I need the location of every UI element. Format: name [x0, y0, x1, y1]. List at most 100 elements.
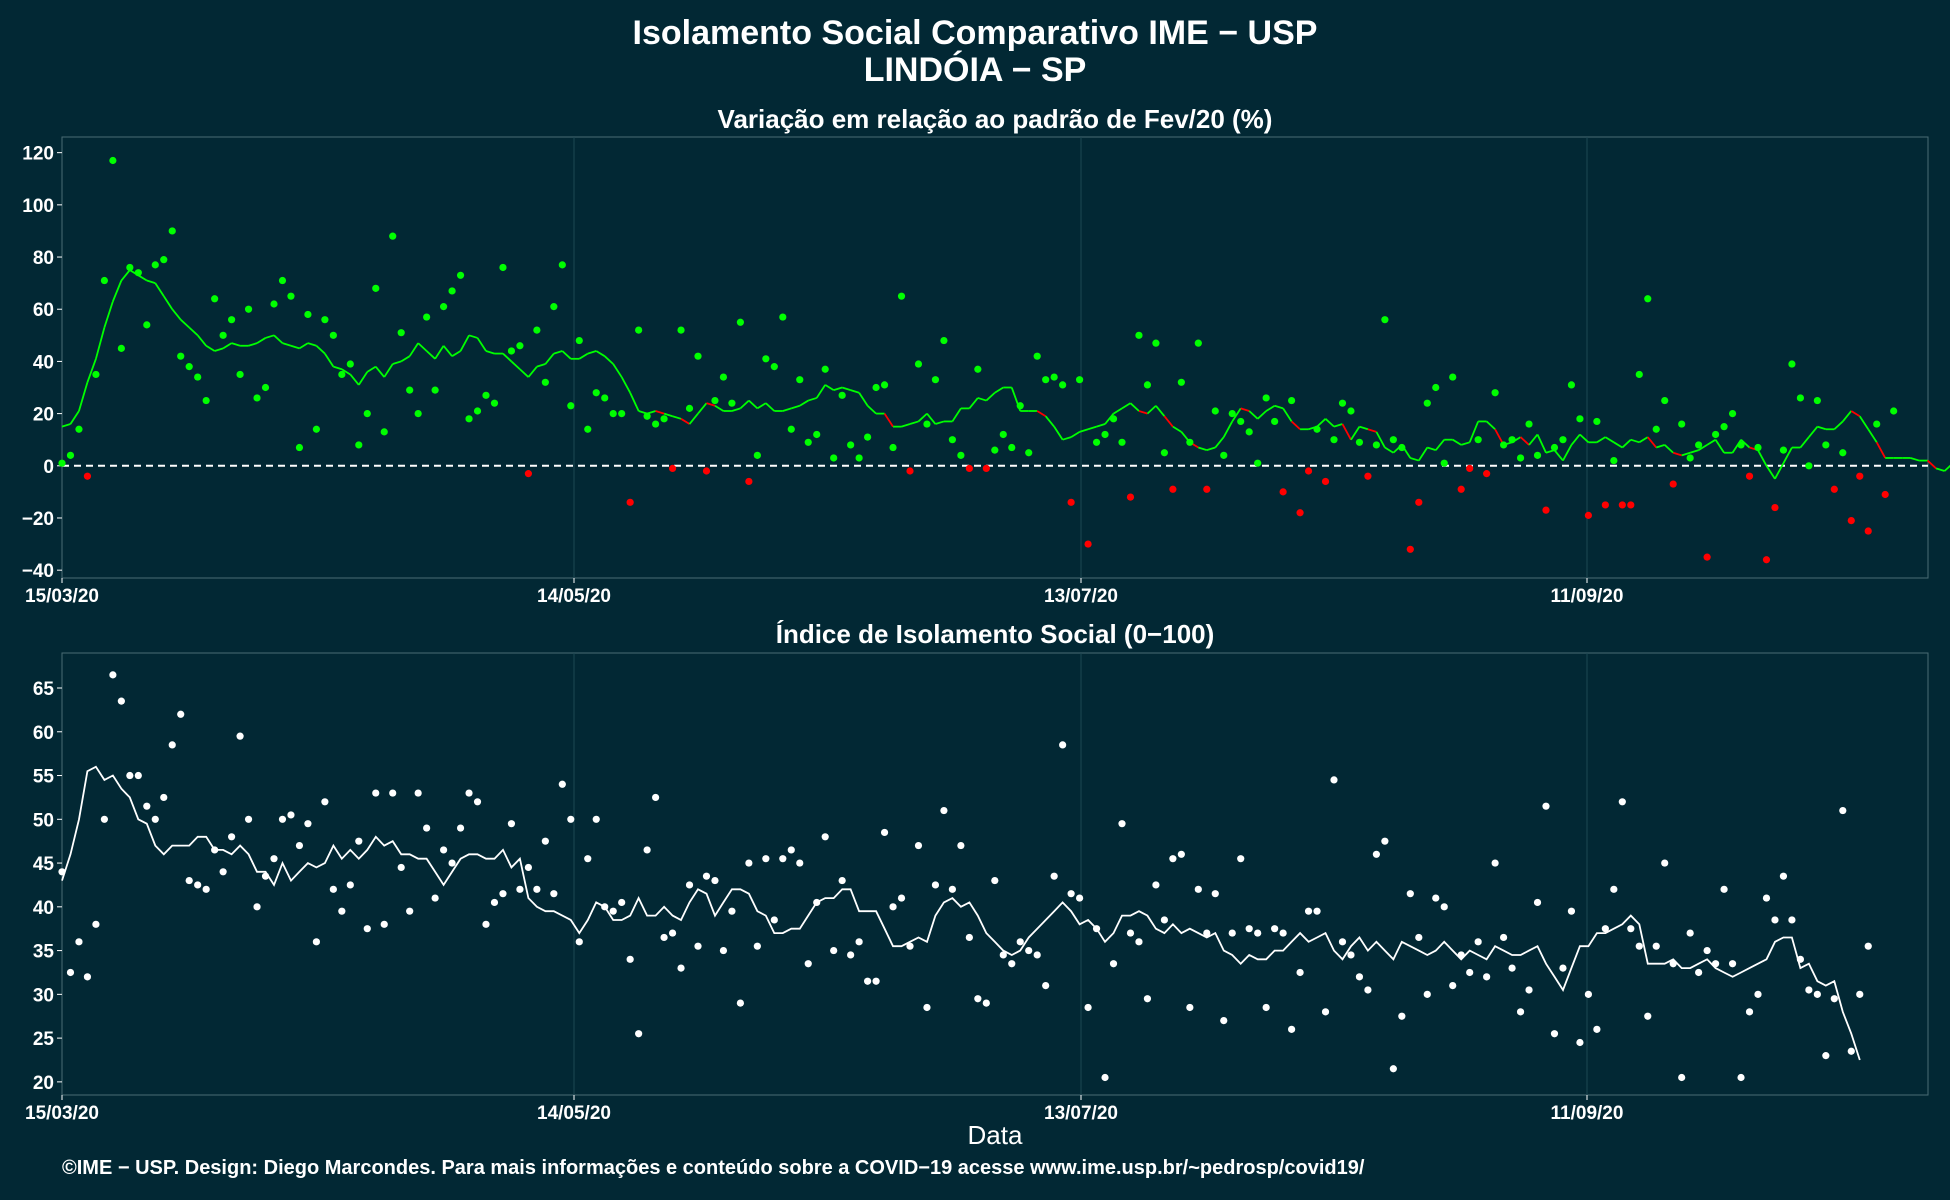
moving-average-segment [180, 319, 190, 329]
data-point [787, 846, 795, 854]
data-point [702, 872, 711, 880]
data-point [1754, 443, 1762, 452]
data-point [1186, 438, 1194, 446]
data-point [601, 394, 609, 402]
moving-average-segment [1104, 413, 1115, 425]
data-point [558, 780, 566, 788]
data-point [923, 420, 931, 428]
data-point [287, 292, 295, 300]
moving-average-segment [434, 345, 445, 360]
moving-average-segment [1172, 425, 1182, 433]
data-point [1813, 990, 1821, 998]
data-point [66, 968, 75, 977]
data-point [711, 876, 719, 885]
data-point [635, 326, 643, 334]
data-point [1101, 430, 1109, 439]
moving-average-segment [858, 392, 869, 407]
data-point [1474, 938, 1482, 946]
data-point [804, 960, 812, 968]
moving-average-segment [400, 355, 411, 363]
moving-average-segment [1163, 415, 1174, 428]
moving-average-segment [282, 342, 292, 347]
moving-average-segment [1672, 451, 1682, 457]
data-point [1635, 942, 1643, 950]
data-point [1550, 443, 1559, 452]
moving-average-segment [756, 402, 767, 410]
data-point [1330, 776, 1338, 784]
moving-average-segment [1655, 444, 1665, 449]
data-point [745, 859, 753, 867]
data-point [838, 876, 846, 885]
data-point [1584, 990, 1592, 998]
moving-average-segment [1833, 420, 1844, 430]
data-point [1627, 501, 1635, 509]
data-point [524, 470, 533, 478]
moving-average-segment [578, 352, 589, 360]
data-point [126, 263, 134, 272]
data-point [974, 365, 982, 373]
moving-average-segment [866, 405, 877, 415]
data-point [117, 697, 125, 705]
data-point [1186, 1003, 1194, 1012]
data-point [1008, 443, 1016, 452]
data-point [1254, 929, 1262, 937]
data-point [965, 464, 973, 473]
data-point [1279, 929, 1287, 937]
data-point [1389, 436, 1397, 444]
data-point [516, 885, 524, 893]
data-point [1237, 855, 1245, 863]
data-point [1296, 509, 1304, 517]
data-point [541, 837, 549, 845]
data-point [652, 793, 660, 802]
data-point [999, 951, 1007, 959]
data-point [1338, 399, 1347, 407]
data-point [58, 459, 66, 467]
panel-1-title: Variação em relação ao padrão de Fev/20 … [718, 104, 1273, 134]
data-point [999, 430, 1007, 439]
moving-average-segment [451, 350, 462, 357]
data-point [1143, 995, 1152, 1003]
data-point [609, 907, 617, 915]
data-point [1805, 462, 1813, 470]
data-point [1415, 498, 1423, 506]
data-point [1796, 394, 1804, 402]
data-point [355, 837, 363, 845]
data-point [1160, 916, 1168, 924]
data-point [346, 881, 354, 889]
data-point [567, 815, 575, 823]
data-point [1118, 820, 1126, 828]
data-point [83, 472, 92, 480]
moving-average-segment [222, 342, 233, 350]
moving-average-segment [1740, 439, 1751, 449]
data-point [694, 942, 702, 950]
data-point [1890, 407, 1898, 415]
data-point [813, 430, 821, 439]
moving-average-segment [1850, 410, 1861, 417]
data-point [982, 464, 990, 473]
data-point [92, 370, 100, 379]
data-point [151, 261, 159, 269]
data-point [736, 318, 745, 326]
data-point [677, 326, 685, 334]
data-point [643, 412, 651, 420]
moving-average-segment [901, 423, 911, 428]
data-point [864, 433, 872, 441]
data-point [321, 798, 329, 806]
data-point [796, 376, 804, 384]
data-point [1084, 540, 1092, 548]
panel-2-title: Índice de Isolamento Social (0−100) [776, 619, 1215, 649]
moving-average-segment [502, 352, 513, 363]
data-point [1483, 470, 1491, 478]
data-point [1381, 837, 1389, 845]
data-point [889, 443, 897, 452]
data-point [143, 802, 151, 810]
data-point [668, 929, 677, 937]
moving-average-segment [561, 350, 572, 360]
moving-average-segment [442, 345, 453, 357]
moving-average-segment [1096, 423, 1106, 428]
data-point [821, 365, 829, 373]
data-point [499, 263, 507, 272]
data-point [406, 386, 414, 394]
data-point [465, 789, 473, 797]
data-point [117, 344, 125, 352]
